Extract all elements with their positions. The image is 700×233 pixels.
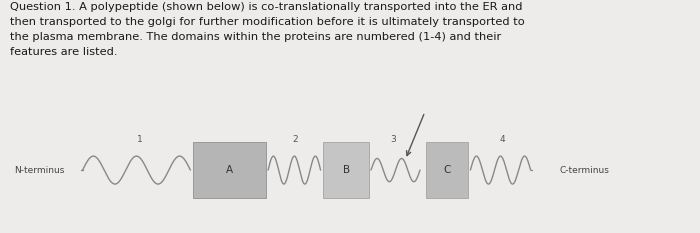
Text: Question 1. A polypeptide (shown below) is co-translationally transported into t: Question 1. A polypeptide (shown below) …: [10, 2, 525, 57]
Text: 2: 2: [293, 135, 298, 144]
Text: C: C: [443, 165, 450, 175]
Text: 1: 1: [137, 135, 143, 144]
Bar: [426, 142, 468, 198]
Bar: [323, 142, 369, 198]
Text: 4: 4: [500, 135, 505, 144]
Text: 3: 3: [391, 135, 396, 144]
Text: N-terminus: N-terminus: [14, 166, 64, 175]
Text: B: B: [342, 165, 350, 175]
Bar: [193, 142, 266, 198]
Text: C-terminus: C-terminus: [560, 166, 610, 175]
Text: A: A: [225, 165, 233, 175]
